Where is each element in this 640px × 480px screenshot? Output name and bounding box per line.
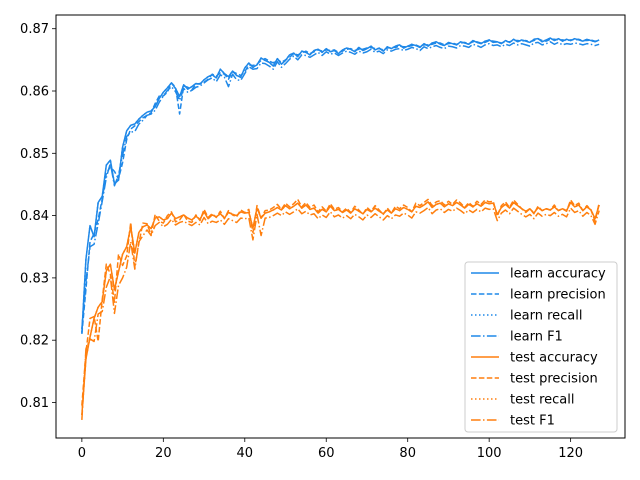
series-line-test-f1 — [81, 206, 600, 420]
x-tick-label: 60 — [318, 446, 335, 461]
y-tick-label: 0.83 — [20, 271, 49, 286]
series-line-learn-f1 — [81, 41, 600, 330]
legend-label: learn precision — [510, 288, 606, 303]
x-axis: 0 20 40 60 80 100 120 — [78, 438, 583, 461]
legend-label: test accuracy — [510, 351, 598, 366]
x-tick-label: 40 — [237, 446, 254, 461]
series-line-test-recall — [81, 201, 600, 416]
x-tick-label: 120 — [558, 446, 583, 461]
legend-label: test precision — [510, 372, 598, 387]
y-tick-label: 0.87 — [20, 22, 49, 37]
legend: learn accuracy learn precision learn recal… — [464, 261, 618, 433]
legend-label: learn accuracy — [510, 267, 606, 282]
legend-label: learn F1 — [510, 330, 563, 345]
plot-area — [81, 37, 600, 420]
x-tick-label: 100 — [477, 446, 502, 461]
legend-label: learn recall — [510, 309, 582, 324]
y-axis: 0.81 0.82 0.83 0.84 0.85 0.86 0.87 — [20, 22, 56, 411]
y-tick-label: 0.85 — [20, 147, 49, 162]
series-line-learn-recall — [81, 37, 600, 333]
y-tick-label: 0.84 — [20, 209, 49, 224]
x-tick-label: 0 — [78, 446, 86, 461]
y-tick-label: 0.82 — [20, 334, 49, 349]
series-line-test-precision — [81, 198, 600, 406]
legend-label: test recall — [510, 393, 575, 408]
y-tick-label: 0.86 — [20, 85, 49, 100]
y-tick-label: 0.81 — [20, 396, 49, 411]
x-tick-label: 80 — [399, 446, 416, 461]
legend-box — [464, 261, 618, 433]
legend-label: test F1 — [510, 414, 555, 429]
x-tick-label: 20 — [155, 446, 172, 461]
axes-frame — [55, 14, 626, 439]
